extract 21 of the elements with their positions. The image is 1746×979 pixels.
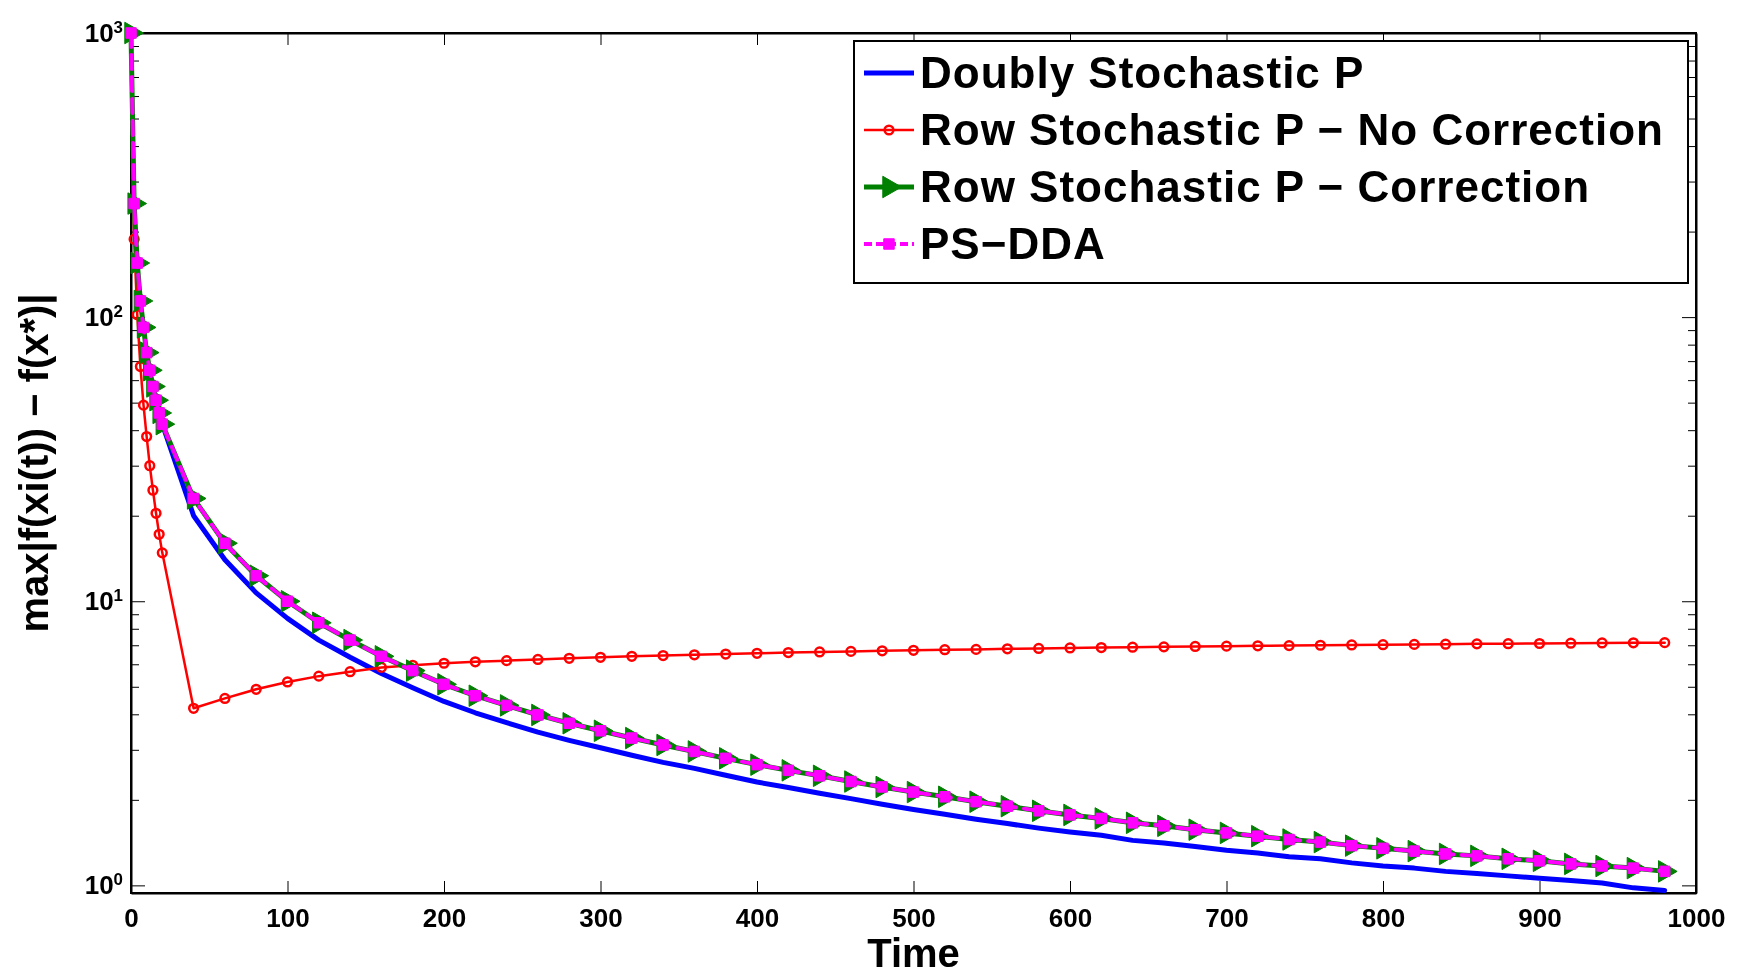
legend-label: Doubly Stochastic P bbox=[920, 48, 1365, 97]
legend-label: PS−DDA bbox=[920, 219, 1106, 268]
x-tick-label: 1000 bbox=[1667, 903, 1726, 934]
y-axis-title: max|f(xi(t)) − f(x*)| bbox=[12, 293, 57, 633]
y-tick-label: 10$^{0}$ bbox=[84, 869, 123, 901]
y-tick-label: 10$^{3}$ bbox=[84, 17, 123, 48]
x-tick-label: 300 bbox=[579, 903, 623, 934]
y-tick-label: 10$^{1}$ bbox=[84, 585, 123, 617]
y-tick-label: 10$^{2}$ bbox=[84, 301, 123, 332]
x-tick-label: 700 bbox=[1205, 903, 1249, 934]
legend-label: Row Stochastic P − Correction bbox=[920, 162, 1591, 211]
legend-label: Row Stochastic P − No Correction bbox=[920, 105, 1664, 154]
x-tick-label: 800 bbox=[1361, 903, 1406, 934]
x-tick-label: 400 bbox=[735, 903, 780, 934]
x-tick-label: 600 bbox=[1048, 903, 1093, 934]
x-tick-label: 500 bbox=[892, 903, 936, 934]
x-axis-title: Time bbox=[867, 931, 960, 975]
x-tick-label: 200 bbox=[422, 903, 467, 934]
x-tick-label: 900 bbox=[1518, 903, 1562, 934]
x-tick-label: 0 bbox=[124, 903, 139, 934]
x-tick-label: 100 bbox=[266, 903, 310, 934]
